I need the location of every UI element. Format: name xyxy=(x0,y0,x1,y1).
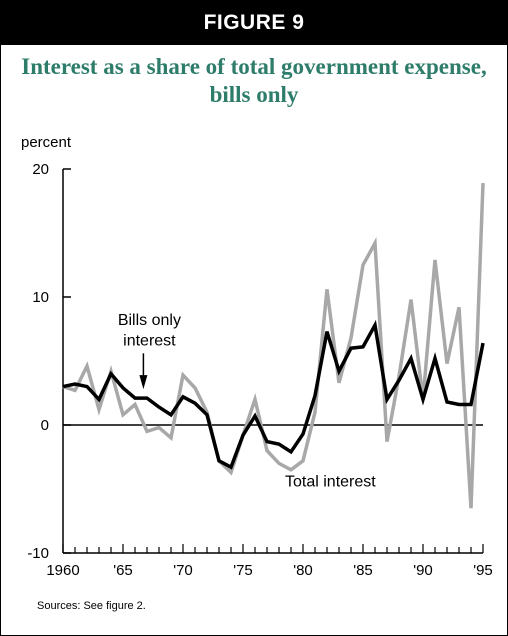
x-tick-label: '65 xyxy=(113,562,133,579)
x-tick-label: '80 xyxy=(293,562,313,579)
y-axis-label: percent xyxy=(21,134,72,151)
y-tick-label: 0 xyxy=(41,417,49,434)
bills-annotation-line1: Bills only xyxy=(118,312,181,329)
chart-title: Interest as a share of total government … xyxy=(21,54,487,107)
x-tick-label: '95 xyxy=(473,562,493,579)
total-annotation: Total interest xyxy=(285,473,376,490)
x-tick-label: '70 xyxy=(173,562,193,579)
y-tick-label: -10 xyxy=(27,545,49,562)
axes xyxy=(62,169,483,554)
source-note: Sources: See figure 2. xyxy=(37,600,146,612)
series-line-total xyxy=(62,183,485,509)
annotation-arrowhead xyxy=(139,375,148,390)
figure-header: FIGURE 9 xyxy=(1,1,507,45)
x-tick-label: '75 xyxy=(233,562,253,579)
x-tick-label: '90 xyxy=(413,562,433,579)
x-tick-label: 1960 xyxy=(46,562,79,579)
series-line-bills xyxy=(62,319,485,470)
y-tick-label: 20 xyxy=(32,161,49,178)
bills-annotation-line2: interest xyxy=(123,333,176,350)
y-tick-label: 10 xyxy=(32,289,49,306)
x-tick-label: '85 xyxy=(353,562,373,579)
